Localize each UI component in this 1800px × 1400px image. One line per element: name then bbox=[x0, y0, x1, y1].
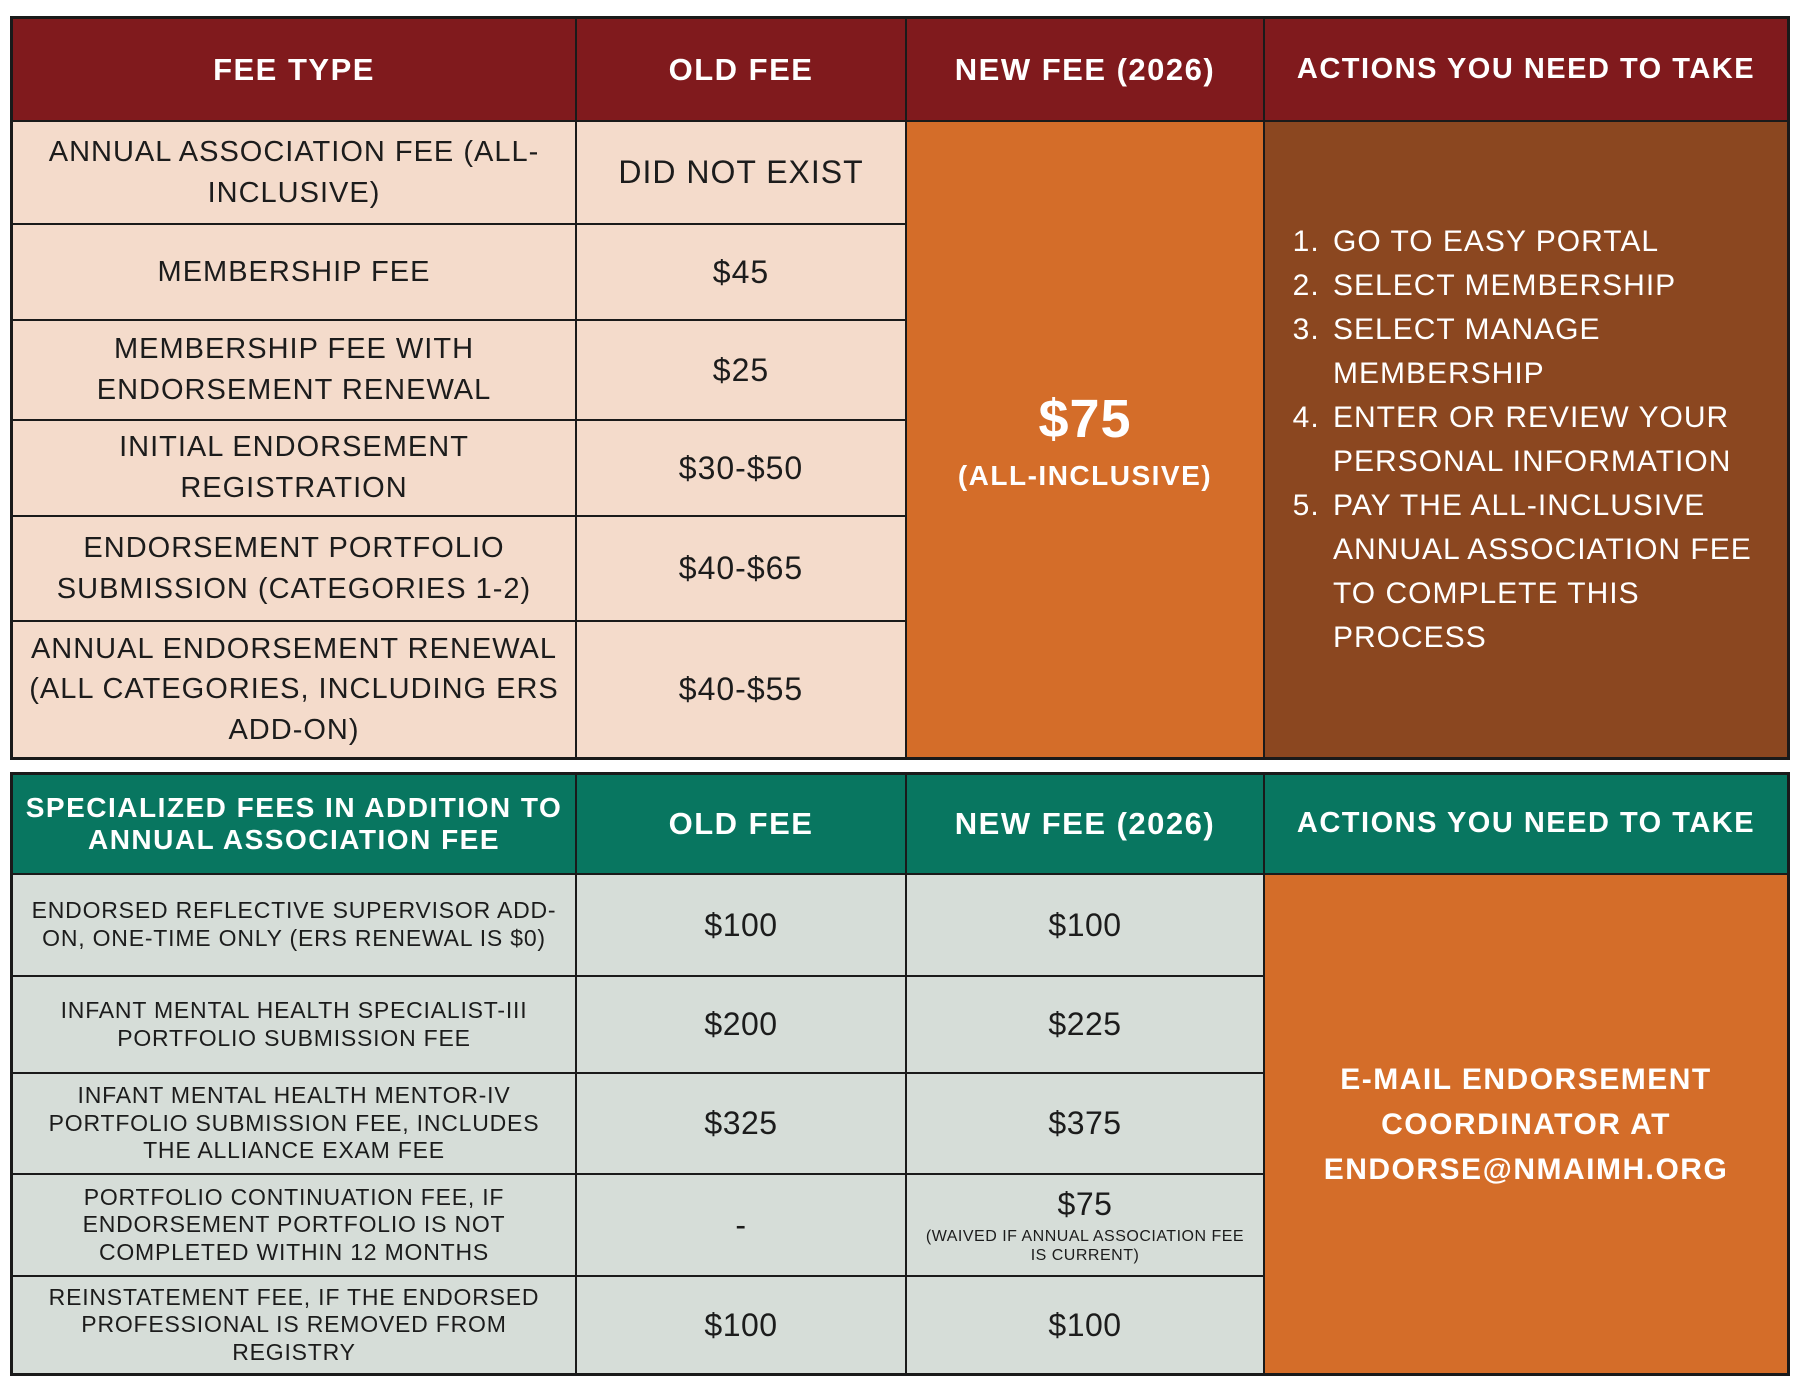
fee-type-cell: INFANT MENTAL HEALTH MENTOR-IV PORTFOLIO… bbox=[13, 1072, 575, 1173]
old-fee-cell: $100 bbox=[575, 1275, 905, 1373]
fee-type-cell: REINSTATEMENT FEE, IF THE ENDORSED PROFE… bbox=[13, 1275, 575, 1373]
fee-type-cell: PORTFOLIO CONTINUATION FEE, IF ENDORSEME… bbox=[13, 1173, 575, 1275]
new-fee-note: (WAIVED IF ANNUAL ASSOCIATION FEE IS CUR… bbox=[925, 1228, 1245, 1265]
header-old-fee: OLD FEE bbox=[575, 775, 905, 873]
old-fee-cell: DID NOT EXIST bbox=[575, 120, 905, 223]
fee-type-cell: INITIAL ENDORSEMENT REGISTRATION bbox=[13, 419, 575, 515]
fee-type-cell: MEMBERSHIP FEE WITH ENDORSEMENT RENEWAL bbox=[13, 319, 575, 419]
old-fee-cell: $40-$65 bbox=[575, 515, 905, 620]
fee-type-cell: MEMBERSHIP FEE bbox=[13, 223, 575, 319]
fee-type-cell: ANNUAL ASSOCIATION FEE (ALL-INCLUSIVE) bbox=[13, 120, 575, 223]
old-fee-cell: - bbox=[575, 1173, 905, 1275]
new-fee-amount: $75 bbox=[1038, 388, 1132, 449]
new-fee-cell: $100 bbox=[905, 1275, 1263, 1373]
action-step: SELECT MANAGE MEMBERSHIP bbox=[1329, 308, 1757, 396]
old-fee-cell: $40-$55 bbox=[575, 620, 905, 757]
new-fee-cell: $225 bbox=[905, 975, 1263, 1072]
old-fee-cell: $30-$50 bbox=[575, 419, 905, 515]
fee-type-cell: ENDORSEMENT PORTFOLIO SUBMISSION (CATEGO… bbox=[13, 515, 575, 620]
new-fee-amount: $75 bbox=[1057, 1185, 1113, 1222]
header-old-fee: OLD FEE bbox=[575, 19, 905, 120]
fee-changes-table: FEE TYPE OLD FEE NEW FEE (2026) ACTIONS … bbox=[10, 16, 1790, 760]
action-step: GO TO EASY PORTAL bbox=[1329, 220, 1757, 264]
new-fee-cell: $375 bbox=[905, 1072, 1263, 1173]
new-fee-cell: $100 bbox=[905, 873, 1263, 975]
action-step: PAY THE ALL-INCLUSIVE ANNUAL ASSOCIATION… bbox=[1329, 484, 1757, 660]
fee-type-cell: ENDORSED REFLECTIVE SUPERVISOR ADD-ON, O… bbox=[13, 873, 575, 975]
header-new-fee: NEW FEE (2026) bbox=[905, 775, 1263, 873]
old-fee-cell: $325 bbox=[575, 1072, 905, 1173]
new-fee-note: (ALL-INCLUSIVE) bbox=[957, 459, 1213, 491]
action-steps: GO TO EASY PORTAL SELECT MEMBERSHIP SELE… bbox=[1263, 120, 1787, 757]
header-specialized-fees: SPECIALIZED FEES IN ADDITION TO ANNUAL A… bbox=[13, 775, 575, 873]
email-coordinator-action: E-MAIL ENDORSEMENT COORDINATOR AT ENDORS… bbox=[1263, 873, 1787, 1373]
specialized-fees-table: SPECIALIZED FEES IN ADDITION TO ANNUAL A… bbox=[10, 772, 1790, 1376]
old-fee-cell: $45 bbox=[575, 223, 905, 319]
fee-type-cell: INFANT MENTAL HEALTH SPECIALIST-III PORT… bbox=[13, 975, 575, 1072]
action-step: ENTER OR REVIEW YOUR PERSONAL INFORMATIO… bbox=[1329, 396, 1757, 484]
header-actions: ACTIONS YOU NEED TO TAKE bbox=[1263, 19, 1787, 120]
header-actions: ACTIONS YOU NEED TO TAKE bbox=[1263, 775, 1787, 873]
header-fee-type: FEE TYPE bbox=[13, 19, 575, 120]
header-new-fee: NEW FEE (2026) bbox=[905, 19, 1263, 120]
action-steps-list: GO TO EASY PORTAL SELECT MEMBERSHIP SELE… bbox=[1297, 220, 1757, 660]
old-fee-cell: $25 bbox=[575, 319, 905, 419]
fee-type-cell: ANNUAL ENDORSEMENT RENEWAL (ALL CATEGORI… bbox=[13, 620, 575, 757]
old-fee-cell: $200 bbox=[575, 975, 905, 1072]
action-step: SELECT MEMBERSHIP bbox=[1329, 264, 1757, 308]
old-fee-cell: $100 bbox=[575, 873, 905, 975]
new-fee-cell: $75 (WAIVED IF ANNUAL ASSOCIATION FEE IS… bbox=[905, 1173, 1263, 1275]
new-fee-all-inclusive: $75 (ALL-INCLUSIVE) bbox=[905, 120, 1263, 757]
